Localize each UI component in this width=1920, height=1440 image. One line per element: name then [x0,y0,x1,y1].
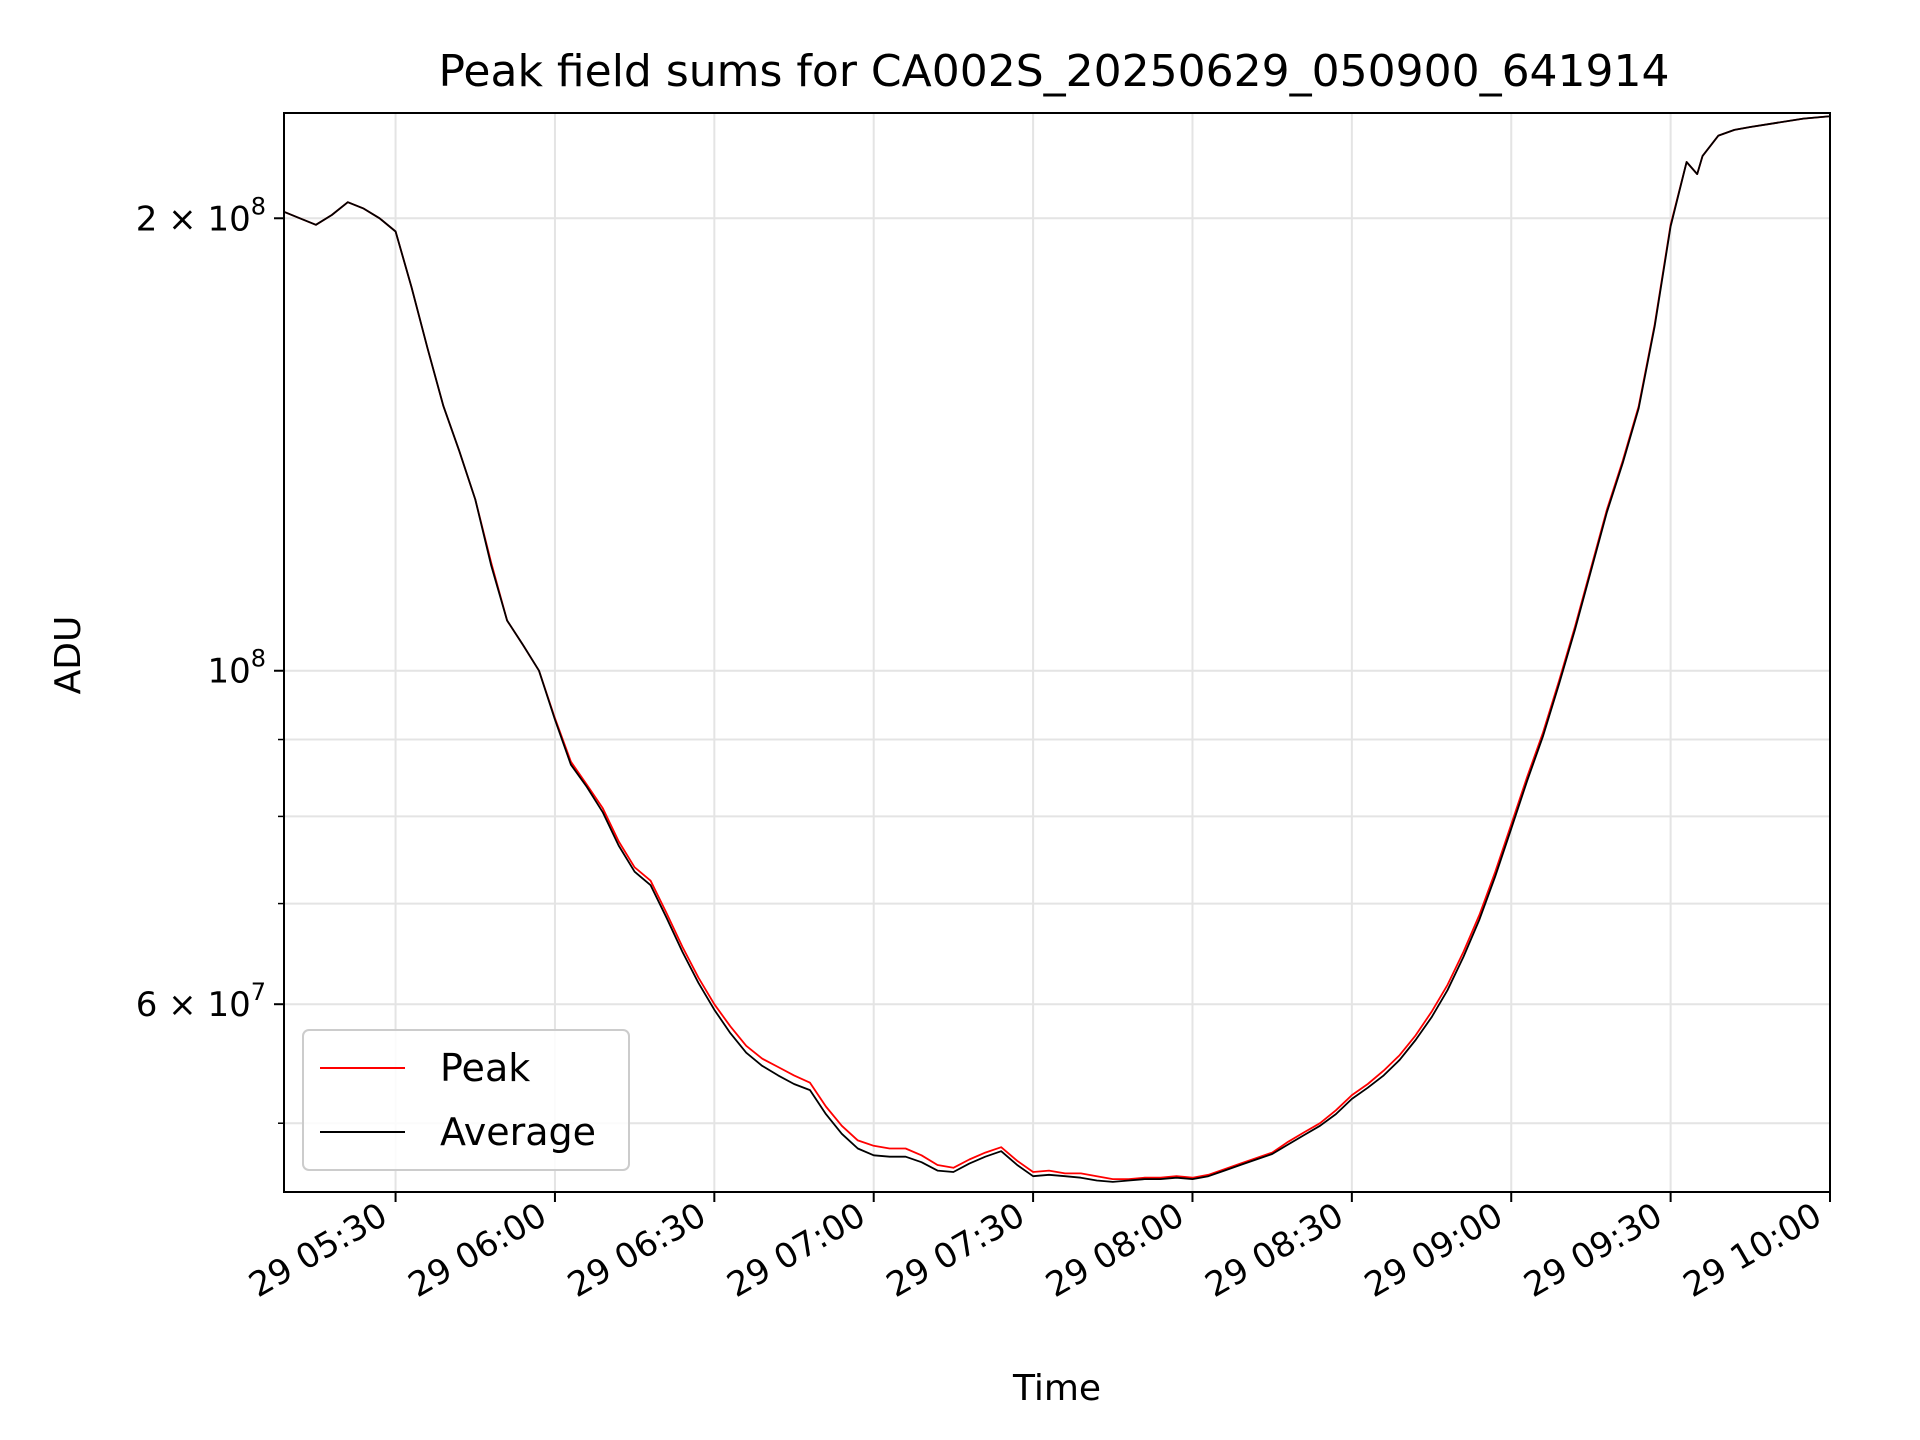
y-axis-label: ADU [48,616,89,695]
legend: Peak Average [302,1029,630,1171]
y-tick-mantissa: 6 × 10 [136,985,251,1025]
plot-frame [283,112,1831,1193]
legend-label-average: Average [440,1110,596,1154]
y-tick-exponent: 8 [251,645,266,673]
y-tick-mantissa: 10 [207,652,250,692]
y-tick-label: 108 [207,645,266,692]
y-tick-label: 6 × 107 [136,978,266,1025]
y-tick-exponent: 7 [251,978,266,1006]
y-tick-exponent: 8 [251,192,266,220]
y-tick-label: 2 × 108 [136,192,266,239]
chart-title: Peak field sums for CA002S_20250629_0509… [438,46,1669,97]
legend-box [302,1029,630,1171]
legend-label-peak: Peak [440,1046,530,1090]
series-layer [284,115,1830,1183]
y-tick-mantissa: 2 × 10 [136,199,251,239]
series-line-average [284,115,1830,1183]
x-axis-label: Time [1012,1368,1101,1409]
